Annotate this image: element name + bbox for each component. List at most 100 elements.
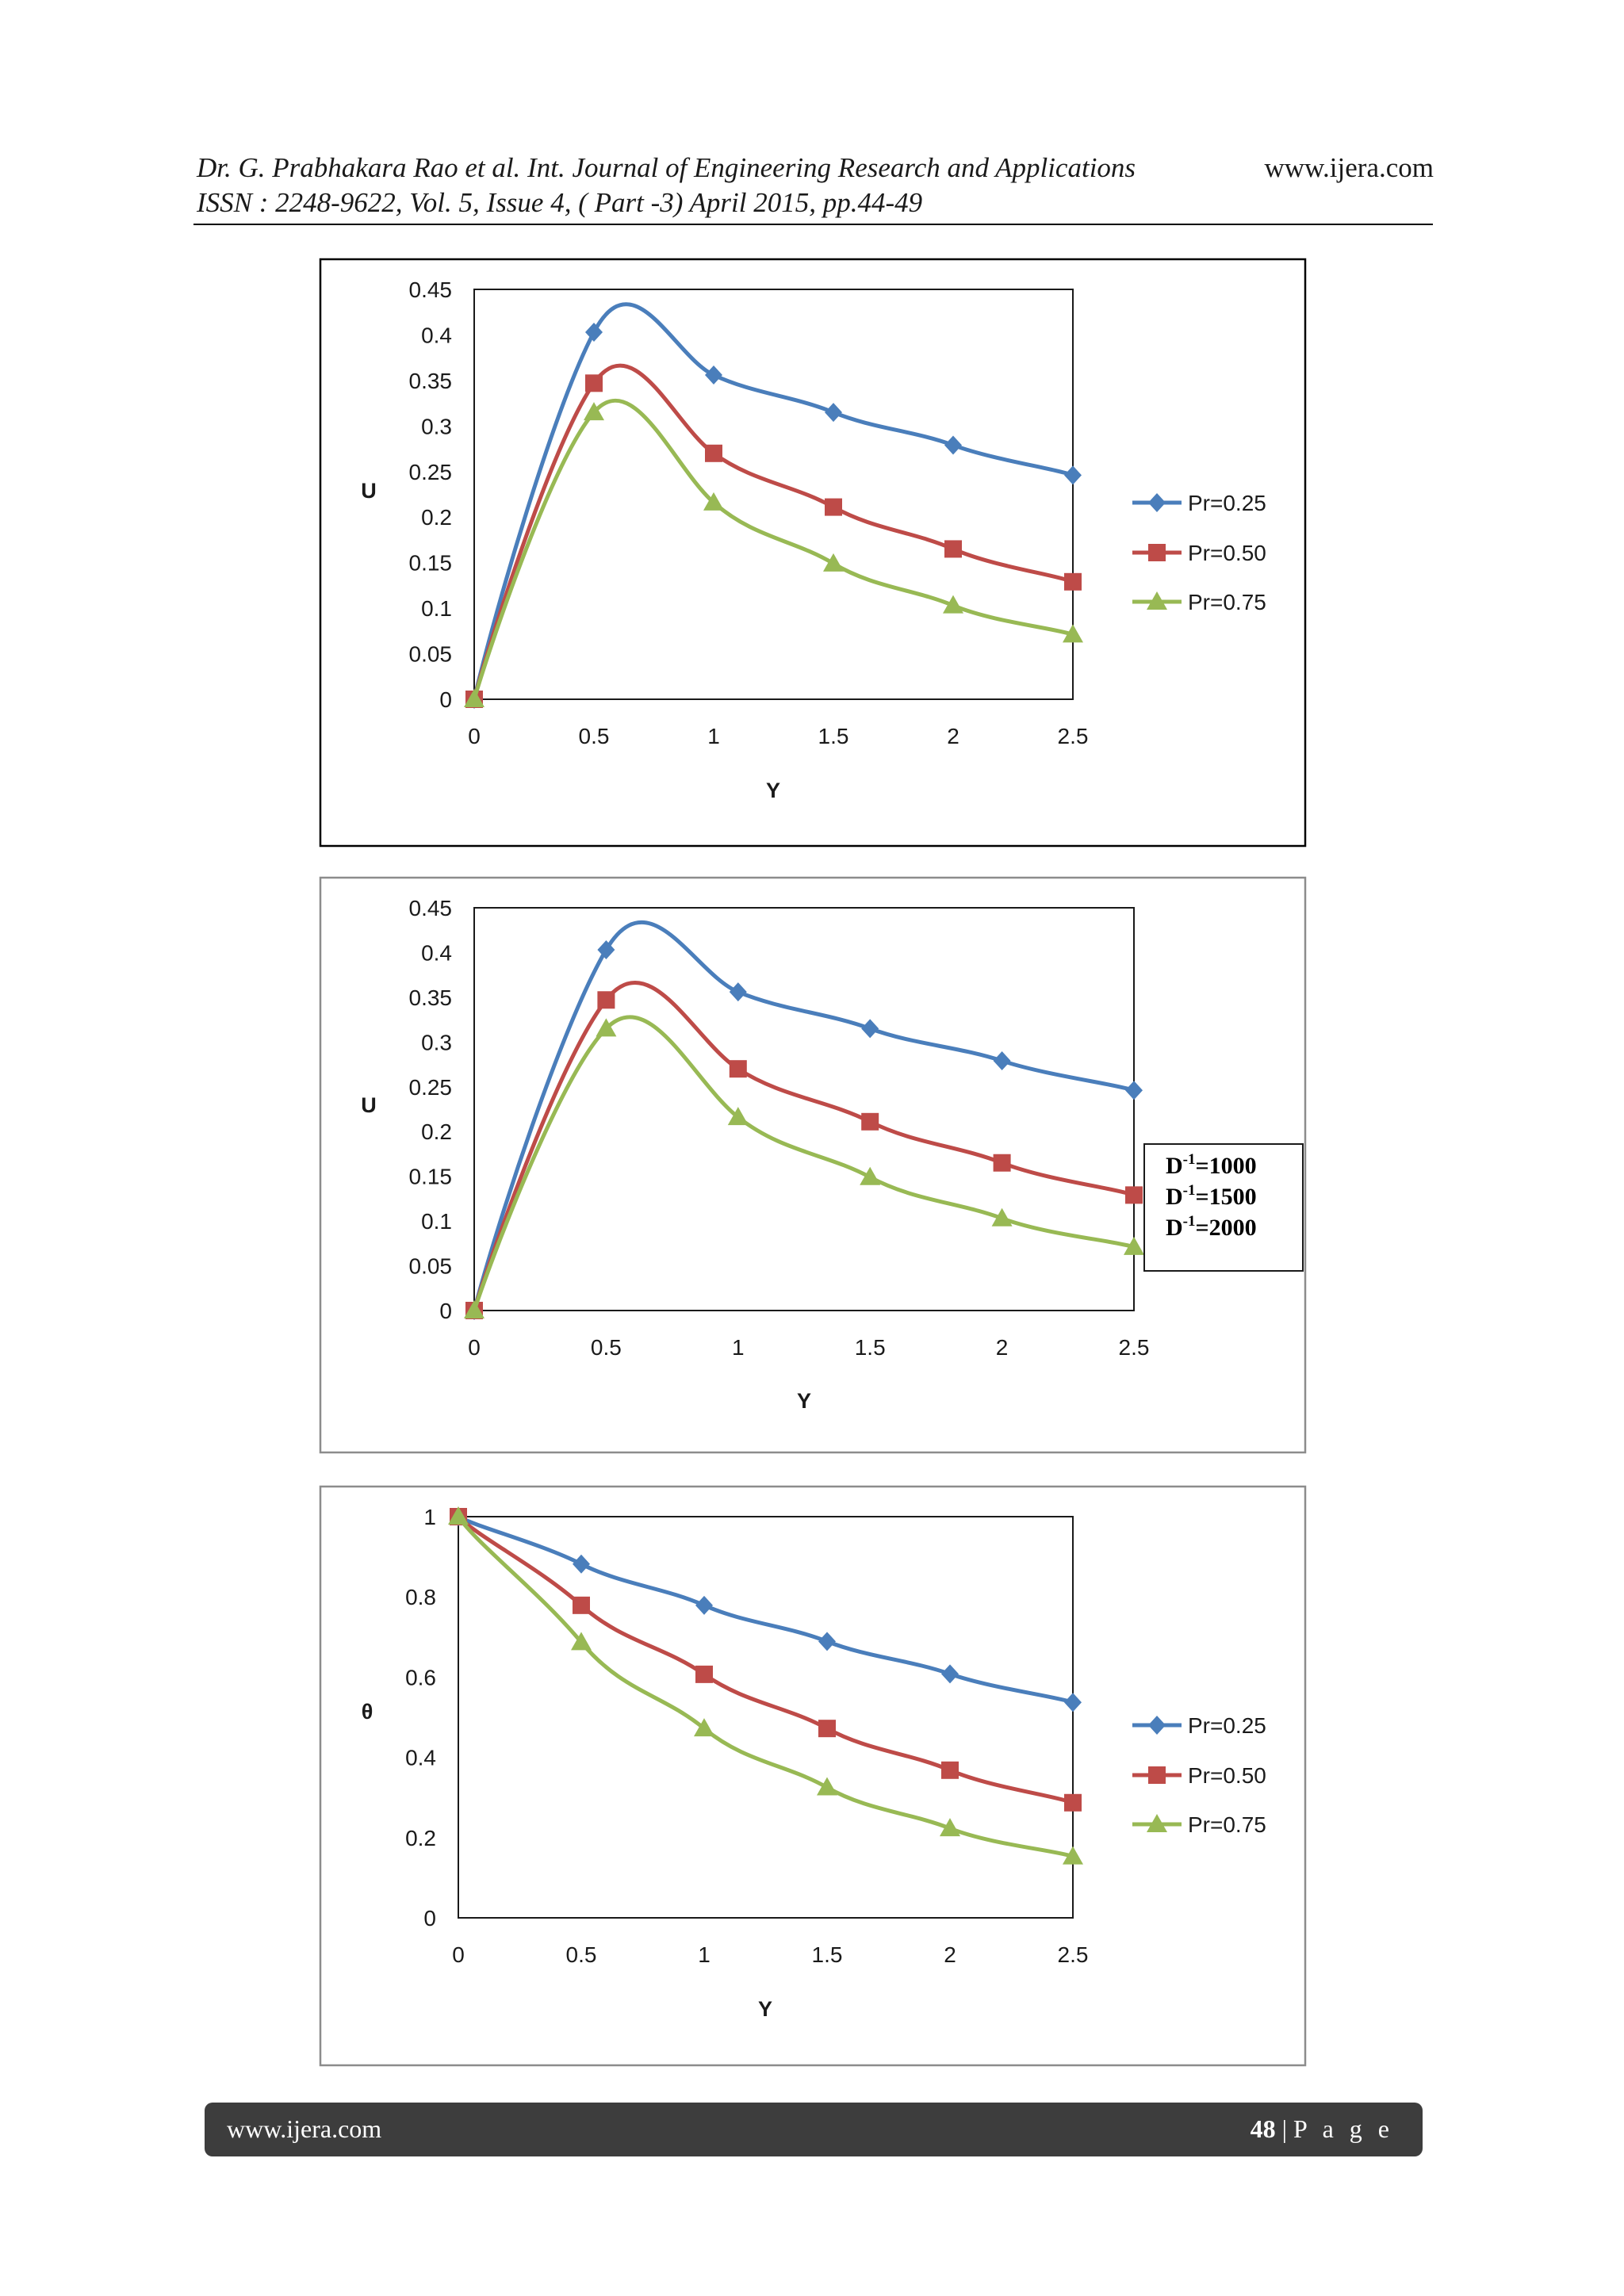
- chart-2-xtick-label: 1: [732, 1335, 745, 1360]
- chart-3-series-1-point: [573, 1554, 590, 1574]
- chart-2-ytick-label: 0.1: [421, 1209, 452, 1234]
- chart-1-frame: [319, 258, 1307, 848]
- chart-2-ytick-label: 0.35: [409, 985, 453, 1010]
- chart-2-series-1-point: [861, 1019, 879, 1039]
- chart-1-series-2-point: [705, 444, 722, 462]
- legend-base: D: [1166, 1215, 1183, 1241]
- chart-2-series-1-point: [729, 982, 747, 1002]
- chart-1-ytick-label: 0.45: [409, 277, 453, 302]
- chart-2-ytick-label: 0.05: [409, 1254, 453, 1279]
- chart-2-series-3-point: [596, 1018, 617, 1037]
- chart-3-legend-marker: [1148, 1766, 1166, 1784]
- chart-1-legend-marker: [1148, 493, 1166, 512]
- chart-2: 0 0.05 0.1 0.15 0.2 0.25 0.3 0.35 0.4 0.45 0 0.5 1 1.…: [319, 876, 1307, 1454]
- chart-2-ylabel: U: [361, 1093, 377, 1117]
- chart-1-ytick-label: 0.4: [421, 323, 452, 347]
- chart-3-series-1-point: [695, 1595, 713, 1615]
- chart-2-legend-label: D-1=2000: [1166, 1213, 1257, 1241]
- legend-rest: =1000: [1196, 1153, 1257, 1179]
- chart-1-series-1-line: [472, 302, 1074, 700]
- chart-3-xtick-label: 1.5: [812, 1942, 843, 1967]
- legend-rest: =2000: [1196, 1215, 1257, 1241]
- chart-1-legend-label: Pr=0.25: [1188, 491, 1266, 515]
- chart-3-series-1-point: [1064, 1693, 1082, 1712]
- chart-3-series-1-line: [457, 1514, 1074, 1705]
- chart-3-xtick-label: 1: [698, 1942, 710, 1967]
- legend-base: D: [1166, 1153, 1183, 1179]
- footer-site-link[interactable]: www.ijera.com: [227, 2114, 382, 2143]
- chart-3-series-2-point: [818, 1720, 836, 1738]
- footer-page-indicator: 48 | P a g e: [1251, 2114, 1394, 2144]
- chart-3-series-3-point: [694, 1718, 714, 1737]
- chart-3-series-2-point: [695, 1665, 713, 1683]
- chart-1-series-1-point: [825, 403, 842, 423]
- chart-1-ylabel: U: [361, 479, 377, 503]
- chart-3-ytick-label: 1: [423, 1505, 436, 1529]
- chart-3-legend-label: Pr=0.50: [1188, 1763, 1266, 1788]
- page-footer: www.ijera.com 48 | P a g e: [205, 2103, 1423, 2156]
- chart-3-ytick-label: 0.4: [405, 1746, 436, 1770]
- chart-1-series-3-point: [703, 492, 724, 511]
- chart-2-xtick-label: 2: [996, 1335, 1009, 1360]
- chart-1-series-3-point: [943, 595, 963, 614]
- chart-2-xtick-label: 0: [468, 1335, 481, 1360]
- chart-1-series-1-point: [944, 435, 962, 455]
- chart-1-series-2-point: [825, 498, 842, 516]
- chart-2-ytick-label: 0.2: [421, 1119, 452, 1144]
- chart-2-series-2-point: [729, 1060, 747, 1078]
- chart-3-xlabel: Y: [758, 1997, 772, 2021]
- chart-2-series-3-point: [727, 1107, 749, 1126]
- chart-1-xtick-label: 2: [947, 724, 959, 748]
- chart-3-xtick-label: 0: [452, 1942, 465, 1967]
- chart-3-series-3-line: [456, 1515, 1074, 1858]
- chart-2-ytick-label: 0.15: [409, 1165, 453, 1189]
- chart-2-series-3-point: [860, 1166, 881, 1185]
- chart-2-ytick-label: 0: [439, 1299, 452, 1323]
- chart-3-series-3-point: [817, 1777, 837, 1796]
- chart-3-ytick-label: 0: [423, 1906, 436, 1931]
- header-site-link[interactable]: www.ijera.com: [1264, 152, 1434, 183]
- chart-2-series-3-line: [472, 1015, 1135, 1311]
- footer-page-number: 48: [1250, 2114, 1276, 2143]
- running-header-issn: ISSN : 2248-9622, Vol. 5, Issue 4, ( Par…: [197, 187, 923, 218]
- chart-2-series-1-point: [993, 1051, 1011, 1071]
- chart-2-series-2-point: [1125, 1186, 1143, 1204]
- legend-superscript: -1: [1183, 1213, 1196, 1230]
- chart-3-series-1-point: [818, 1632, 836, 1651]
- chart-1: 0 0.05 0.1 0.15 0.2 0.25 0.3 0.35 0.4 0.45 0 0.5 1 1.…: [319, 258, 1307, 848]
- chart-1-legend-label: Pr=0.75: [1188, 590, 1266, 614]
- chart-1-series-2-point: [1064, 572, 1082, 591]
- chart-2-legend-box: [1143, 1143, 1304, 1272]
- chart-2-series-2-point: [597, 991, 615, 1009]
- chart-1-series-2-point: [944, 540, 962, 558]
- chart-1-series-1-point: [1064, 465, 1082, 485]
- chart-3-xtick-label: 2.5: [1058, 1942, 1089, 1967]
- chart-1-series-3-point: [584, 402, 604, 421]
- chart-2-xlabel: Y: [797, 1389, 811, 1413]
- chart-1-series-3-line: [472, 398, 1074, 700]
- chart-2-xtick-label: 0.5: [591, 1335, 622, 1360]
- chart-3: 0 0.2 0.4 0.6 0.8 1 0 0.5 1 1.5 2 2.5 θ Y Pr=0.25 Pr=0.…: [319, 1485, 1307, 2067]
- chart-2-ytick-label: 0.4: [421, 940, 452, 965]
- chart-1-legend-marker: [1147, 591, 1167, 610]
- chart-2-series-2-point: [993, 1154, 1011, 1172]
- chart-2-frame: [319, 876, 1307, 1454]
- chart-1-ytick-label: 0.05: [409, 642, 453, 667]
- header-rule: [193, 224, 1433, 225]
- chart-3-ytick-label: 0.8: [405, 1585, 436, 1609]
- legend-base: D: [1166, 1184, 1183, 1210]
- chart-1-series-3-point: [464, 689, 485, 707]
- chart-2-series-2-line: [472, 980, 1135, 1311]
- chart-1-ytick-label: 0.35: [409, 369, 453, 393]
- chart-3-series-3-point: [571, 1632, 592, 1651]
- chart-1-xtick-label: 1.5: [818, 724, 849, 748]
- chart-1-series-3-point: [823, 553, 844, 572]
- chart-3-legend-marker: [1147, 1814, 1167, 1832]
- chart-2-legend-label: D-1=1000: [1166, 1151, 1257, 1179]
- chart-1-series-2-point: [585, 374, 603, 392]
- chart-1-ytick-label: 0.15: [409, 551, 453, 576]
- chart-2-ytick-label: 0.45: [409, 896, 453, 920]
- chart-3-xtick-label: 2: [944, 1942, 956, 1967]
- chart-2-series-3-point: [991, 1207, 1013, 1226]
- chart-1-legend-marker: [1148, 544, 1166, 561]
